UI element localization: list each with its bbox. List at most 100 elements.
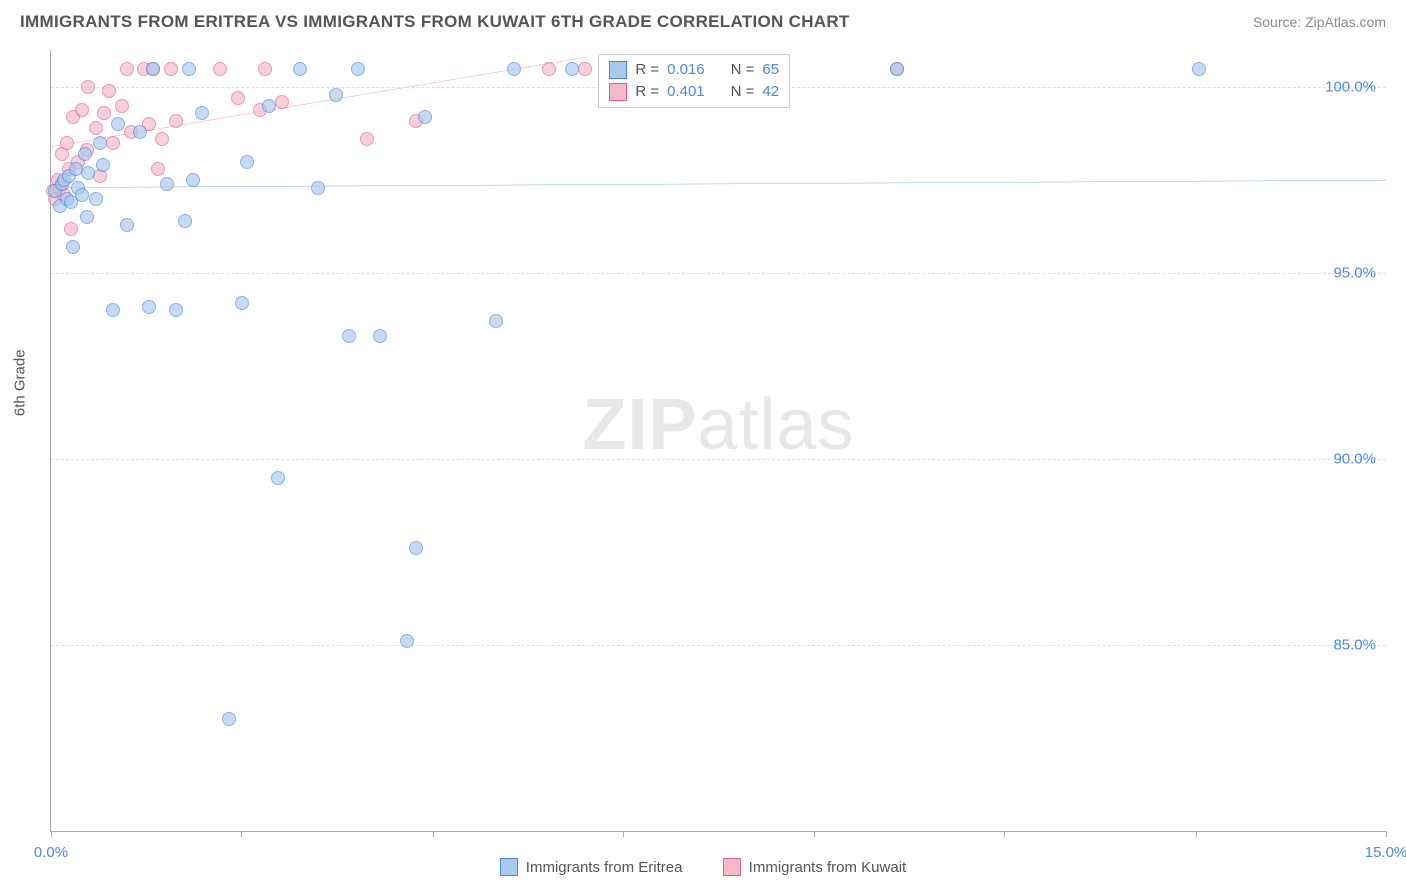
data-point (89, 192, 103, 206)
watermark-light: atlas (697, 385, 854, 465)
data-point (293, 62, 307, 76)
data-point (106, 136, 120, 150)
data-point (81, 166, 95, 180)
x-tick-mark (51, 831, 52, 837)
trend-line (51, 180, 1386, 187)
legend-row-eritrea: R = 0.016 N = 65 (609, 59, 779, 81)
kuwait-swatch-icon (609, 83, 627, 101)
eritrea-swatch-icon (609, 61, 627, 79)
legend-item-eritrea: Immigrants from Eritrea (500, 858, 683, 876)
data-point (111, 117, 125, 131)
header: IMMIGRANTS FROM ERITREA VS IMMIGRANTS FR… (0, 0, 1406, 40)
kuwait-r-value: 0.401 (667, 83, 705, 100)
data-point (222, 712, 236, 726)
kuwait-swatch-icon (723, 858, 741, 876)
data-point (275, 95, 289, 109)
data-point (115, 99, 129, 113)
data-point (360, 132, 374, 146)
gridline (51, 645, 1386, 646)
x-tick-mark (814, 831, 815, 837)
data-point (262, 99, 276, 113)
data-point (1192, 62, 1206, 76)
data-point (373, 329, 387, 343)
data-point (271, 471, 285, 485)
data-point (106, 303, 120, 317)
x-tick-mark (623, 831, 624, 837)
data-point (235, 296, 249, 310)
gridline (51, 273, 1386, 274)
data-point (155, 132, 169, 146)
data-point (489, 314, 503, 328)
data-point (342, 329, 356, 343)
data-point (195, 106, 209, 120)
watermark: ZIPatlas (582, 384, 854, 466)
kuwait-series-label: Immigrants from Kuwait (749, 859, 907, 876)
kuwait-n-value: 42 (762, 83, 779, 100)
data-point (75, 103, 89, 117)
trend-lines-layer (51, 50, 1386, 831)
data-point (78, 147, 92, 161)
data-point (146, 62, 160, 76)
watermark-bold: ZIP (582, 385, 697, 465)
data-point (151, 162, 165, 176)
data-point (164, 62, 178, 76)
y-tick-label: 95.0% (1333, 265, 1376, 282)
data-point (120, 218, 134, 232)
data-point (507, 62, 521, 76)
data-point (97, 106, 111, 120)
data-point (96, 158, 110, 172)
correlation-legend: R = 0.016 N = 65 R = 0.401 N = 42 (598, 54, 790, 108)
n-label: N = (731, 61, 755, 78)
legend-item-kuwait: Immigrants from Kuwait (723, 858, 907, 876)
eritrea-series-label: Immigrants from Eritrea (526, 859, 683, 876)
data-point (409, 541, 423, 555)
y-tick-label: 90.0% (1333, 451, 1376, 468)
y-axis-label: 6th Grade (12, 349, 29, 416)
source-attribution: Source: ZipAtlas.com (1253, 14, 1386, 30)
data-point (89, 121, 103, 135)
data-point (133, 125, 147, 139)
data-point (60, 136, 74, 150)
x-tick-mark (241, 831, 242, 837)
data-point (258, 62, 272, 76)
x-tick-mark (433, 831, 434, 837)
data-point (542, 62, 556, 76)
y-tick-label: 85.0% (1333, 637, 1376, 654)
eritrea-r-value: 0.016 (667, 61, 705, 78)
eritrea-n-value: 65 (762, 61, 779, 78)
series-legend: Immigrants from Eritrea Immigrants from … (0, 858, 1406, 880)
data-point (169, 114, 183, 128)
data-point (186, 173, 200, 187)
data-point (102, 84, 116, 98)
n-label: N = (731, 83, 755, 100)
y-tick-label: 100.0% (1325, 79, 1376, 96)
data-point (142, 300, 156, 314)
data-point (120, 62, 134, 76)
eritrea-swatch-icon (500, 858, 518, 876)
data-point (418, 110, 432, 124)
data-point (81, 80, 95, 94)
x-tick-mark (1004, 831, 1005, 837)
gridline (51, 459, 1386, 460)
data-point (231, 91, 245, 105)
data-point (578, 62, 592, 76)
data-point (80, 210, 94, 224)
chart-title: IMMIGRANTS FROM ERITREA VS IMMIGRANTS FR… (20, 12, 850, 32)
legend-row-kuwait: R = 0.401 N = 42 (609, 81, 779, 103)
data-point (351, 62, 365, 76)
data-point (182, 62, 196, 76)
data-point (64, 222, 78, 236)
data-point (311, 181, 325, 195)
data-point (240, 155, 254, 169)
data-point (160, 177, 174, 191)
data-point (75, 188, 89, 202)
r-label: R = (635, 83, 659, 100)
x-tick-mark (1386, 831, 1387, 837)
data-point (66, 240, 80, 254)
data-point (213, 62, 227, 76)
data-point (890, 62, 904, 76)
data-point (400, 634, 414, 648)
data-point (178, 214, 192, 228)
data-point (565, 62, 579, 76)
data-point (329, 88, 343, 102)
